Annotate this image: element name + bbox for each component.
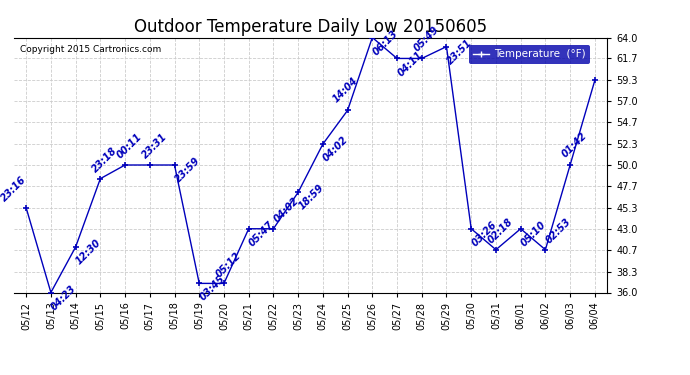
Text: 04:02: 04:02 [322,135,351,164]
Text: 03:45: 03:45 [198,274,226,303]
Text: 04:11: 04:11 [395,49,424,78]
Text: 02:18: 02:18 [486,217,515,246]
Text: 05:12: 05:12 [214,251,243,279]
Text: 03:26: 03:26 [470,219,499,248]
Text: 00:11: 00:11 [115,132,144,161]
Text: 05:49: 05:49 [412,24,441,53]
Text: 18:59: 18:59 [297,183,326,212]
Text: 05:10: 05:10 [519,219,548,248]
Text: 12:30: 12:30 [74,237,103,266]
Text: 01:42: 01:42 [560,130,589,159]
Text: 23:31: 23:31 [140,132,169,161]
Text: 23:59: 23:59 [173,156,202,184]
Legend: Temperature  (°F): Temperature (°F) [469,45,590,64]
Text: 23:18: 23:18 [90,146,119,174]
Text: 04:02: 04:02 [272,196,301,225]
Text: Copyright 2015 Cartronics.com: Copyright 2015 Cartronics.com [20,45,161,54]
Text: 04:23: 04:23 [50,283,78,312]
Text: 23:16: 23:16 [0,175,28,204]
Text: 06:13: 06:13 [371,28,400,57]
Text: 02:53: 02:53 [544,217,573,246]
Text: 14:04: 14:04 [331,76,359,105]
Title: Outdoor Temperature Daily Low 20150605: Outdoor Temperature Daily Low 20150605 [134,18,487,36]
Text: 05:47: 05:47 [247,219,276,248]
Text: 23:51: 23:51 [445,37,474,66]
